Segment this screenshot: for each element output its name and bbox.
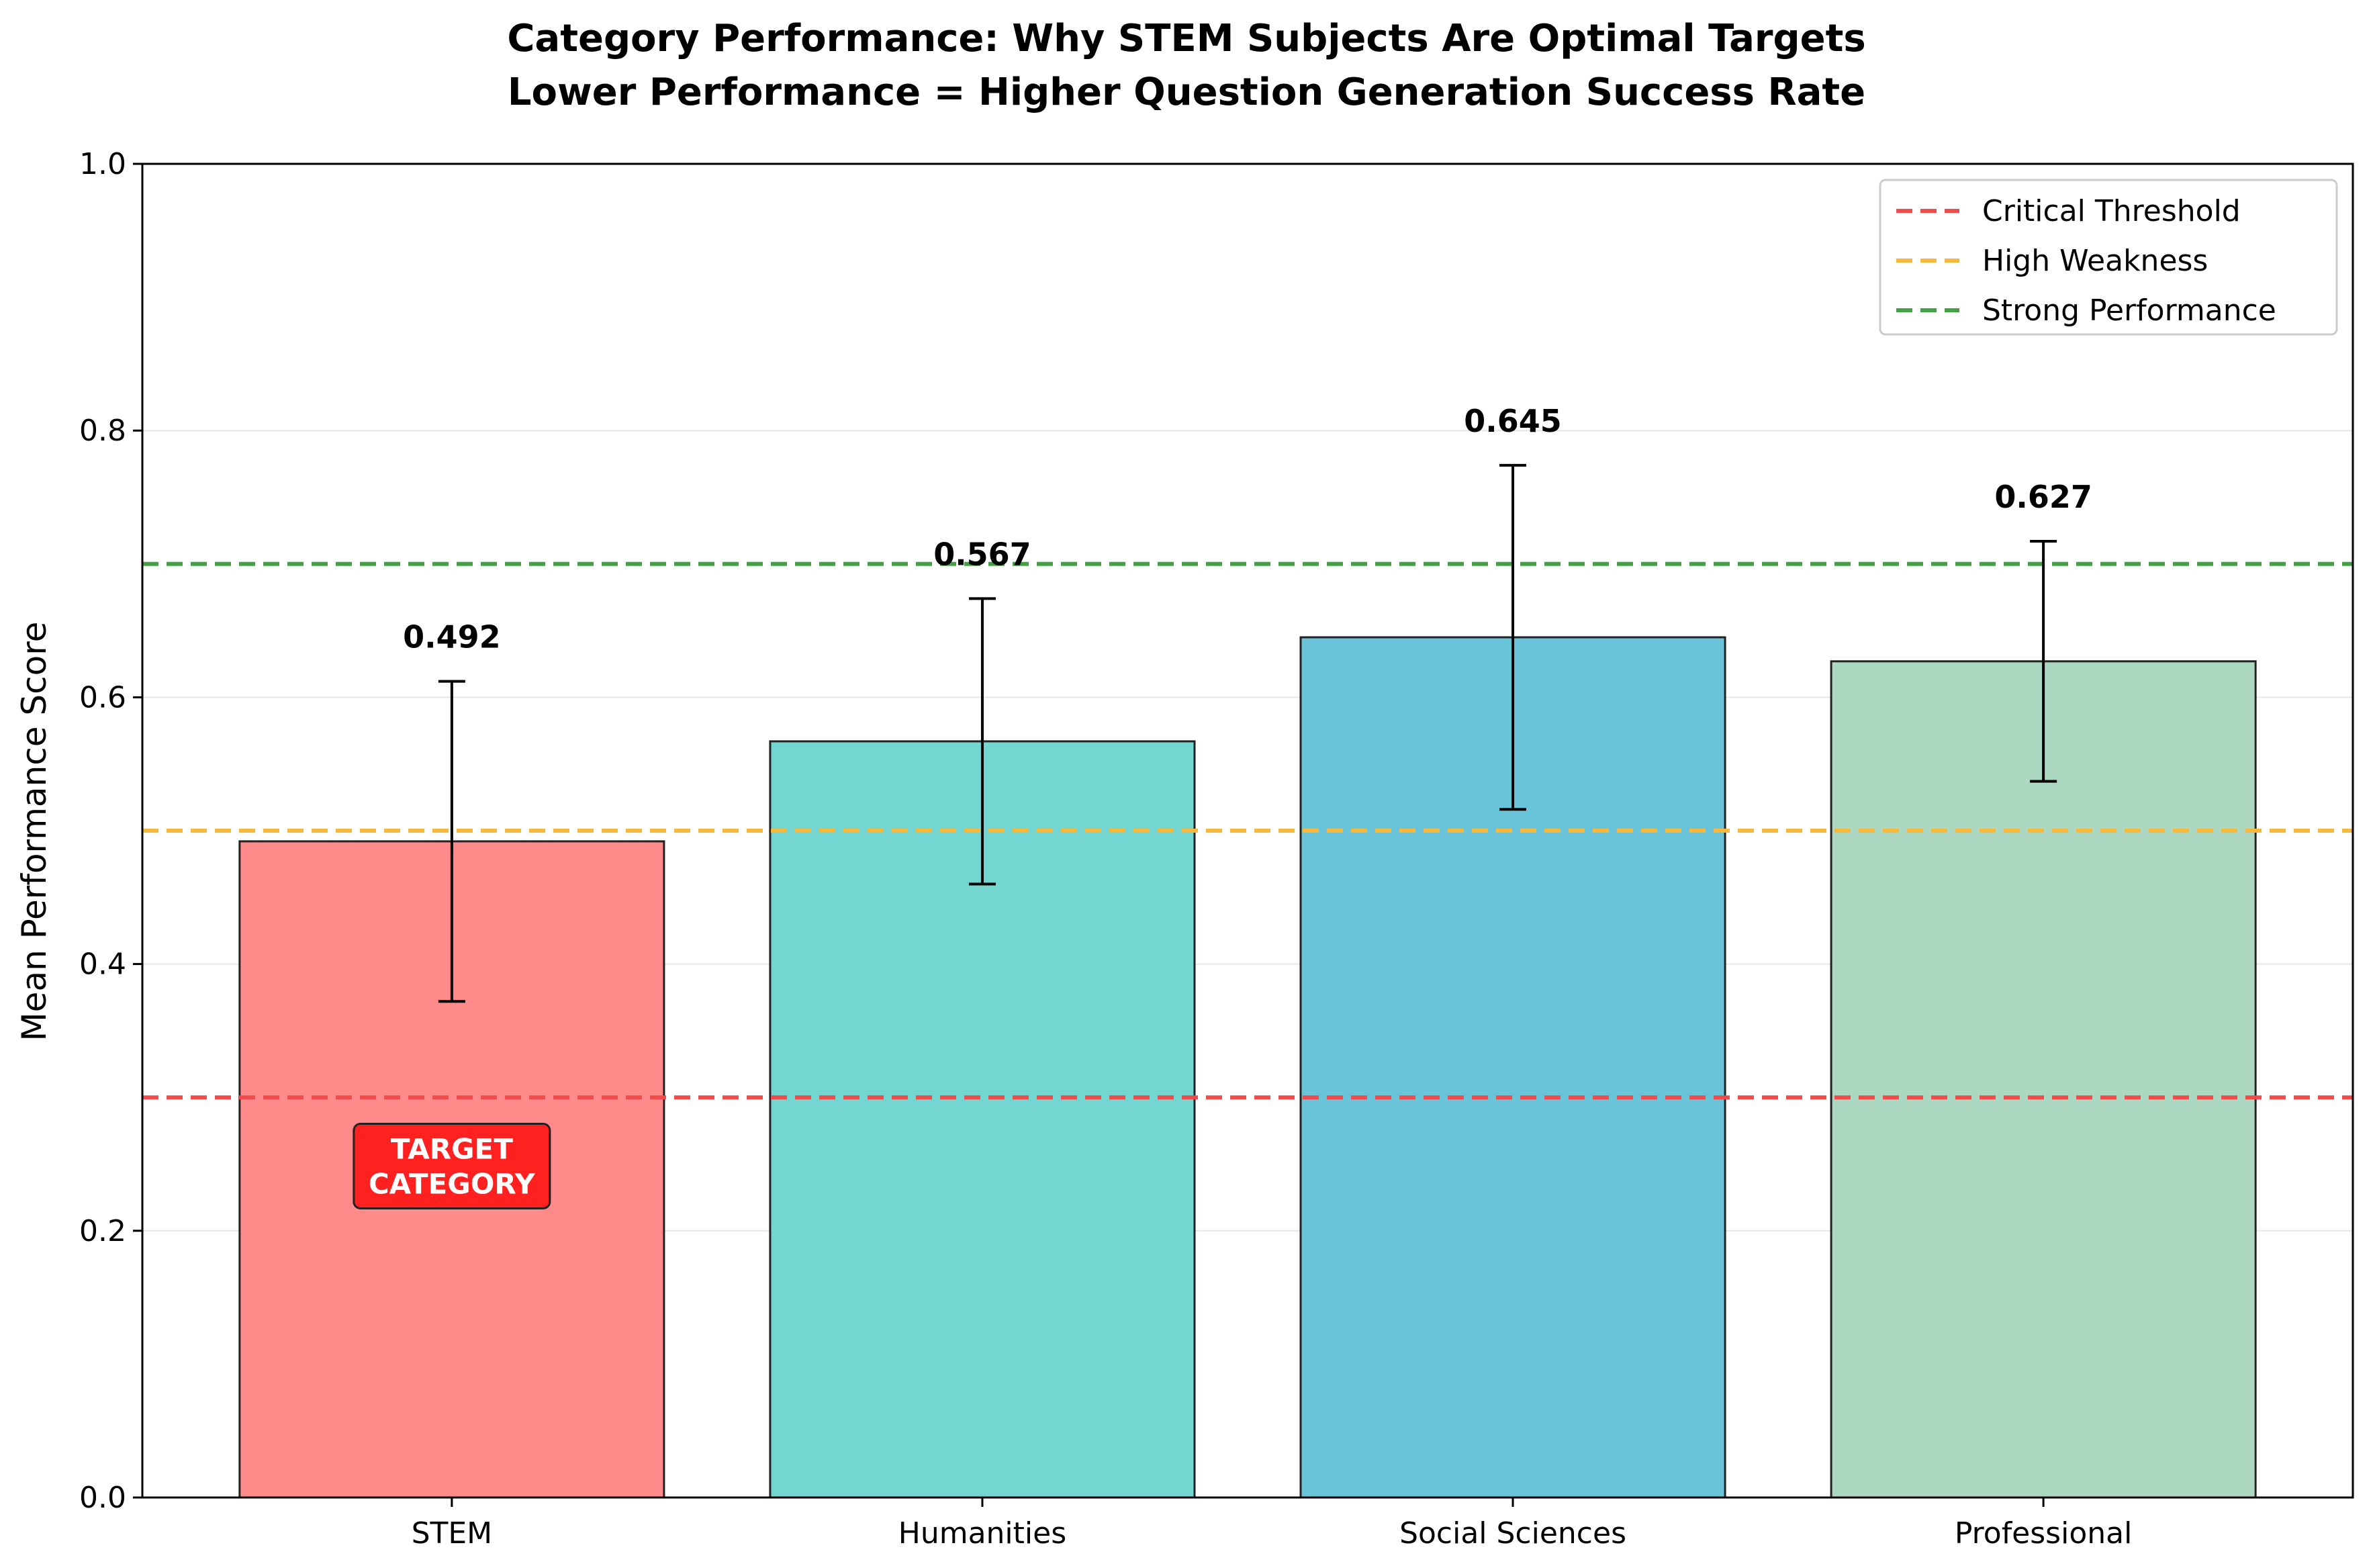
x-tick-label: Professional: [1955, 1516, 2132, 1551]
legend: Critical Threshold High Weakness Strong Pe…: [1879, 179, 2338, 336]
legend-label: Critical Threshold: [1982, 194, 2241, 228]
annotation-text: CATEGORY: [369, 1167, 536, 1200]
legend-label: High Weakness: [1982, 244, 2208, 278]
annotation-box: [353, 1122, 551, 1209]
value-label: 0.645: [1464, 403, 1562, 439]
annotation-text: TARGET: [391, 1132, 513, 1165]
legend-box: [1879, 179, 2338, 336]
bar-professional: [1830, 660, 2257, 1499]
legend-label: Strong Performance: [1982, 293, 2276, 328]
value-labels: 0.492 0.567 0.645 0.627: [403, 403, 2092, 655]
y-tick-label: 0.6: [79, 680, 126, 714]
chart-subtitle: Lower Performance = Higher Question Gene…: [508, 71, 1865, 114]
bars: [238, 636, 2257, 1499]
y-axis-label: Mean Performance Score: [15, 622, 54, 1042]
y-tick-label: 0.2: [79, 1214, 126, 1248]
plot-frame: [141, 163, 2354, 1499]
y-tick-label: 0.4: [79, 948, 126, 982]
y-axis-ticks: 0.0 0.2 0.4 0.6 0.8 1.0: [79, 147, 142, 1515]
x-tick-label: Humanities: [898, 1516, 1066, 1551]
error-bars: [438, 463, 2057, 1003]
x-axis-ticks: STEM Humanities Social Sciences Professiona…: [412, 1497, 2132, 1551]
value-label: 0.627: [1994, 479, 2092, 515]
y-tick-label: 0.0: [79, 1481, 126, 1515]
x-tick-label: STEM: [412, 1516, 493, 1551]
reference-lines: [142, 561, 2353, 1100]
y-tick-label: 1.0: [79, 147, 126, 181]
value-label: 0.567: [933, 536, 1031, 572]
chart-title: Category Performance: Why STEM Subjects …: [507, 17, 1865, 60]
value-label: 0.492: [403, 619, 501, 655]
x-tick-label: Social Sciences: [1399, 1516, 1626, 1551]
y-tick-label: 0.8: [79, 414, 126, 448]
